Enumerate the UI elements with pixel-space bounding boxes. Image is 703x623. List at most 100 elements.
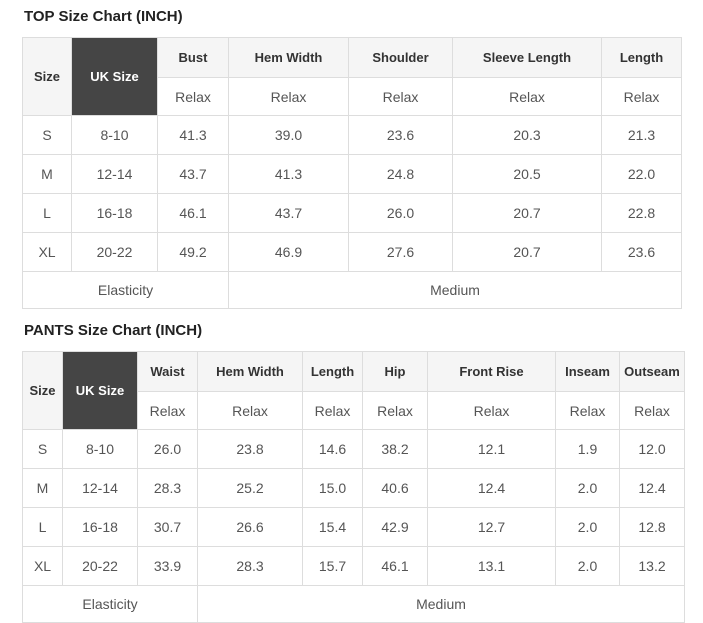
table-header: Size UK Size Waist Hem Width Length Hip Front … [22, 351, 685, 430]
value-cell-sleeve-length: 20.7 [452, 232, 602, 272]
header-row-measurements: Size UK Size Waist Hem Width Length Hip Front … [22, 351, 685, 430]
header-row-fit: Relax Relax Relax Relax Relax Relax Relax [23, 391, 685, 430]
size-label-cell: XL [22, 232, 72, 272]
value-cell-uk-size: 8-10 [71, 115, 158, 155]
column-header-uk-size: UK Size [71, 37, 158, 116]
column-header-length: Length [302, 351, 363, 392]
size-row-l: L 16-18 46.1 43.7 26.0 20.7 22.8 [22, 193, 682, 233]
elasticity-label-cell: Elasticity [22, 271, 229, 309]
fit-label-length: Relax [601, 77, 682, 116]
column-header-length: Length [601, 37, 682, 78]
fit-label-front-rise: Relax [427, 391, 556, 430]
size-label-cell: S [22, 115, 72, 155]
size-label-cell: XL [22, 546, 63, 586]
size-label-cell: L [22, 507, 63, 547]
column-header-sleeve-length: Sleeve Length [452, 37, 602, 78]
value-cell-hip: 42.9 [362, 507, 428, 547]
fit-label-waist: Relax [137, 391, 198, 430]
elasticity-value-cell: Medium [228, 271, 682, 309]
table-header: Size UK Size Bust Hem Width Shoulder Sleeve L… [22, 37, 682, 116]
value-cell-hem-width: 39.0 [228, 115, 349, 155]
value-cell-hem-width: 26.6 [197, 507, 303, 547]
value-cell-bust: 46.1 [157, 193, 229, 233]
value-cell-hip: 40.6 [362, 468, 428, 508]
value-cell-uk-size: 20-22 [62, 546, 138, 586]
column-header-hem-width: Hem Width [228, 37, 349, 78]
value-cell-waist: 26.0 [137, 429, 198, 469]
column-header-shoulder: Shoulder [348, 37, 453, 78]
column-header-outseam: Outseam [619, 351, 685, 392]
fit-label-length: Relax [302, 391, 363, 430]
size-label-cell: M [22, 468, 63, 508]
column-header-hem-width: Hem Width [197, 351, 303, 392]
value-cell-bust: 49.2 [157, 232, 229, 272]
value-cell-hem-width: 41.3 [228, 154, 349, 194]
value-cell-length: 22.8 [601, 193, 682, 233]
value-cell-length: 23.6 [601, 232, 682, 272]
column-header-bust: Bust [157, 37, 229, 78]
column-header-uk-size: UK Size [62, 351, 138, 430]
fit-label-shoulder: Relax [348, 77, 453, 116]
elasticity-label-cell: Elasticity [22, 585, 198, 623]
fit-label-bust: Relax [157, 77, 229, 116]
value-cell-sleeve-length: 20.3 [452, 115, 602, 155]
size-row-m: M 12-14 43.7 41.3 24.8 20.5 22.0 [22, 154, 682, 194]
top-size-chart-title: TOP Size Chart (INCH) [24, 8, 183, 25]
header-row-fit: Relax Relax Relax Relax Relax [23, 77, 682, 116]
value-cell-length: 21.3 [601, 115, 682, 155]
value-cell-waist: 28.3 [137, 468, 198, 508]
value-cell-shoulder: 27.6 [348, 232, 453, 272]
table-body: S 8-10 41.3 39.0 23.6 20.3 21.3 M 12-14 43.7 41.3 2… [22, 115, 682, 272]
value-cell-outseam: 12.4 [619, 468, 685, 508]
value-cell-length: 15.0 [302, 468, 363, 508]
value-cell-inseam: 2.0 [555, 468, 620, 508]
value-cell-hem-width: 46.9 [228, 232, 349, 272]
value-cell-shoulder: 23.6 [348, 115, 453, 155]
elasticity-row: Elasticity Medium [22, 271, 682, 309]
top-size-chart-table: Size UK Size Bust Hem Width Shoulder Sleeve L… [22, 37, 682, 309]
size-label-cell: M [22, 154, 72, 194]
value-cell-sleeve-length: 20.5 [452, 154, 602, 194]
value-cell-bust: 43.7 [157, 154, 229, 194]
fit-label-hip: Relax [362, 391, 428, 430]
size-label-cell: L [22, 193, 72, 233]
value-cell-inseam: 1.9 [555, 429, 620, 469]
fit-label-outseam: Relax [619, 391, 685, 430]
value-cell-uk-size: 12-14 [71, 154, 158, 194]
value-cell-outseam: 12.8 [619, 507, 685, 547]
size-row-xl: XL 20-22 33.9 28.3 15.7 46.1 13.1 2.0 13.2 [22, 546, 685, 586]
table-footer: Elasticity Medium [22, 271, 682, 309]
value-cell-length: 22.0 [601, 154, 682, 194]
column-header-inseam: Inseam [555, 351, 620, 392]
value-cell-inseam: 2.0 [555, 507, 620, 547]
size-chart-page: TOP Size Chart (INCH) Size UK Size Bust Hem… [22, 8, 703, 623]
value-cell-uk-size: 8-10 [62, 429, 138, 469]
value-cell-sleeve-length: 20.7 [452, 193, 602, 233]
value-cell-hem-width: 25.2 [197, 468, 303, 508]
pants-size-chart-table: Size UK Size Waist Hem Width Length Hip Front … [22, 351, 685, 623]
elasticity-value-cell: Medium [197, 585, 685, 623]
table-footer: Elasticity Medium [22, 585, 685, 623]
value-cell-outseam: 13.2 [619, 546, 685, 586]
column-header-front-rise: Front Rise [427, 351, 556, 392]
size-row-s: S 8-10 26.0 23.8 14.6 38.2 12.1 1.9 12.0 [22, 429, 685, 469]
table-body: S 8-10 26.0 23.8 14.6 38.2 12.1 1.9 12.0 M 12-14 28… [22, 429, 685, 586]
value-cell-shoulder: 26.0 [348, 193, 453, 233]
pants-size-chart-title: PANTS Size Chart (INCH) [24, 322, 203, 339]
value-cell-front-rise: 12.4 [427, 468, 556, 508]
size-row-m: M 12-14 28.3 25.2 15.0 40.6 12.4 2.0 12.4 [22, 468, 685, 508]
elasticity-row: Elasticity Medium [22, 585, 685, 623]
value-cell-hem-width: 43.7 [228, 193, 349, 233]
value-cell-front-rise: 13.1 [427, 546, 556, 586]
value-cell-length: 15.7 [302, 546, 363, 586]
size-label-cell: S [22, 429, 63, 469]
column-header-waist: Waist [137, 351, 198, 392]
value-cell-uk-size: 16-18 [71, 193, 158, 233]
value-cell-hem-width: 28.3 [197, 546, 303, 586]
value-cell-outseam: 12.0 [619, 429, 685, 469]
value-cell-length: 15.4 [302, 507, 363, 547]
value-cell-hip: 46.1 [362, 546, 428, 586]
column-header-size: Size [22, 37, 72, 116]
fit-label-inseam: Relax [555, 391, 620, 430]
value-cell-hip: 38.2 [362, 429, 428, 469]
